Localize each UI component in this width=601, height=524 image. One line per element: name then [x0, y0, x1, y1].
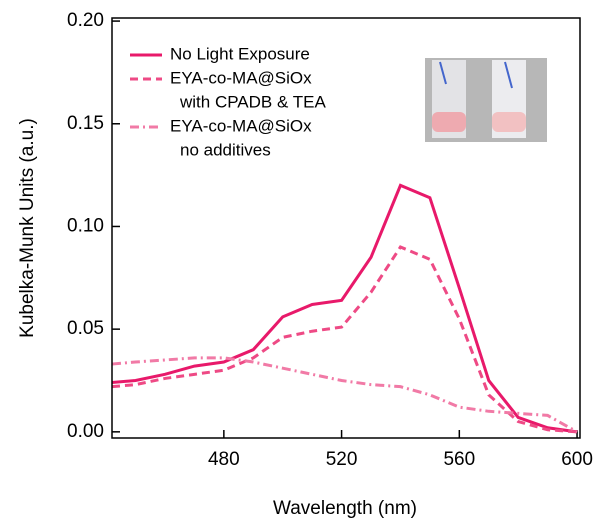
x-axis-label: Wavelength (nm) [273, 498, 417, 519]
y-tick-label: 0.00 [67, 421, 104, 442]
x-tick-label: 560 [443, 449, 475, 470]
y-tick-label: 0.05 [67, 318, 104, 339]
inset-photo [425, 58, 547, 142]
x-tick-label: 480 [208, 449, 240, 470]
series-line [112, 185, 577, 431]
x-tick-label: 600 [561, 449, 593, 470]
legend-label: EYA-co-MA@SiOx [170, 68, 312, 87]
legend-label: No Light Exposure [170, 44, 310, 63]
chart: Wavelength (nm) Kubelka-Munk Units (a.u.… [0, 0, 601, 524]
x-tick-label: 520 [326, 449, 358, 470]
legend-note: with CPADB & TEA [179, 92, 326, 111]
y-axis-label: Kubelka-Munk Units (a.u.) [17, 118, 38, 338]
y-tick-label: 0.15 [67, 113, 104, 134]
legend-note: no additives [180, 140, 271, 159]
legend-label: EYA-co-MA@SiOx [170, 116, 312, 135]
y-tick-label: 0.10 [67, 215, 104, 236]
y-tick-label: 0.20 [67, 10, 104, 31]
